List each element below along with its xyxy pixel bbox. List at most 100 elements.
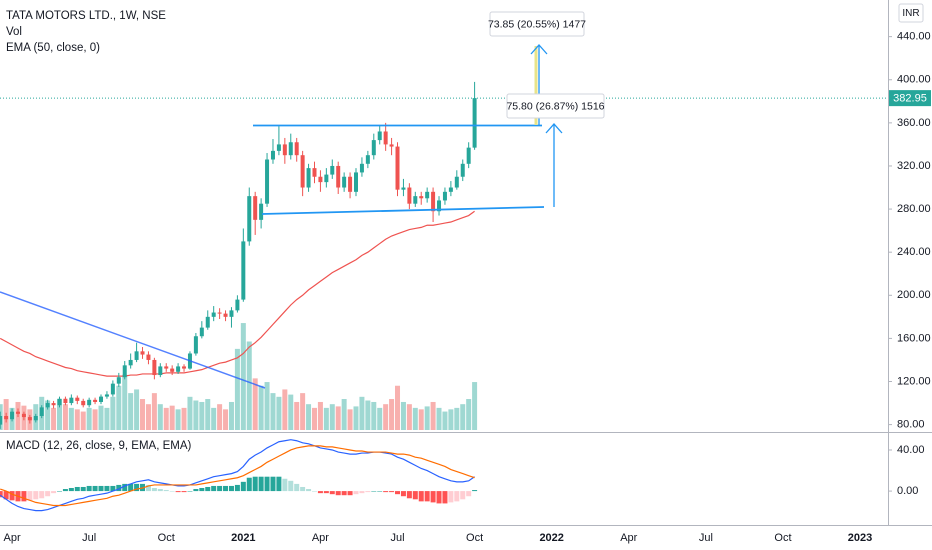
arrow-head-1 <box>530 44 548 55</box>
macd-histogram-bar <box>228 485 234 492</box>
macd-histogram-bar <box>347 491 353 496</box>
currency-label[interactable]: INR <box>902 8 919 19</box>
candle-body <box>389 144 394 147</box>
candle-body <box>395 146 400 190</box>
candle-body <box>205 316 210 328</box>
macd-histogram-bar <box>341 491 347 496</box>
volume-bar <box>163 407 169 430</box>
macd-histogram-bar <box>448 491 454 503</box>
candle-body <box>294 142 299 156</box>
macd-histogram-bar <box>282 478 288 492</box>
volume-bar <box>104 407 110 430</box>
candle-body <box>99 396 104 402</box>
candle-body <box>282 144 287 156</box>
volume-bar <box>240 323 246 430</box>
volume-bar <box>353 406 359 430</box>
volume-bar <box>395 385 401 430</box>
macd-line <box>0 439 475 512</box>
volume-bar <box>282 389 288 430</box>
x-tick-label: Jul <box>699 532 713 544</box>
macd-histogram-bar <box>234 484 240 492</box>
macd-histogram-bar <box>27 491 33 501</box>
candle-body <box>247 196 252 242</box>
macd-histogram-bar <box>300 486 306 492</box>
macd-histogram-bar <box>151 488 157 492</box>
candle-body <box>359 163 364 173</box>
macd-histogram-bar <box>68 488 74 492</box>
last-price-label: 382.95 <box>893 93 927 105</box>
candle-body <box>448 187 453 192</box>
candle-body <box>454 176 459 188</box>
candle-body <box>241 241 246 300</box>
macd-histogram-bar <box>258 476 264 492</box>
volume-bar <box>145 404 151 430</box>
volume-bar <box>377 407 383 430</box>
volume-bar <box>74 409 80 430</box>
candle-body <box>10 411 15 420</box>
macd-histogram-bar <box>288 480 294 492</box>
volume-bar <box>371 401 377 430</box>
candle-body <box>199 327 204 337</box>
volume-bar <box>406 404 412 430</box>
candle-body <box>93 399 98 402</box>
macd-histogram-bar <box>365 491 371 493</box>
macd-histogram-bar <box>306 489 312 492</box>
volume-bar <box>181 407 187 430</box>
macd-histogram-bar <box>223 485 229 492</box>
volume-bar <box>140 399 146 430</box>
volume-bar <box>294 401 300 430</box>
volume-bar <box>169 405 175 430</box>
volume-bar <box>246 341 252 430</box>
volume-legend: Vol <box>6 26 22 38</box>
macd-histogram-bar <box>128 483 134 492</box>
volume-bar <box>92 409 98 430</box>
annotation-label: 73.85 (20.55%) 1477 <box>488 18 586 30</box>
macd-histogram-bar <box>371 491 377 492</box>
macd-histogram-bar <box>80 486 86 492</box>
candle-body <box>0 415 3 425</box>
candle-body <box>217 312 222 314</box>
candle-body <box>158 366 163 376</box>
volume-bar <box>329 404 335 430</box>
volume-bar <box>57 399 62 430</box>
volume-bar <box>193 400 199 430</box>
volume-bar <box>389 399 395 430</box>
candle-body <box>401 187 406 190</box>
macd-histogram-bar <box>98 485 104 492</box>
macd-histogram-bar <box>193 489 199 492</box>
volume-bar <box>317 401 323 430</box>
currency-box[interactable] <box>898 3 924 23</box>
x-tick-label: Oct <box>466 532 483 544</box>
macd-histogram-bar <box>436 491 442 504</box>
macd-histogram-bar <box>246 477 252 492</box>
x-tick-label: Apr <box>312 532 329 544</box>
volume-bar <box>270 393 276 430</box>
candle-body <box>371 140 376 156</box>
candle-body <box>342 176 347 188</box>
macd-histogram-bar <box>400 491 406 497</box>
macd-histogram-bar <box>9 491 15 501</box>
x-tick-label: Oct <box>774 532 791 544</box>
volume-bar <box>300 393 306 430</box>
candle-body <box>312 168 317 177</box>
macd-histogram-bar <box>21 491 27 502</box>
candle-body <box>324 174 329 183</box>
volume-bar <box>306 404 312 430</box>
y-tick-label: 320.00 <box>897 160 931 172</box>
macd-histogram-bar <box>3 491 9 500</box>
candle-body <box>140 351 145 355</box>
macd-histogram-bar <box>395 491 401 495</box>
candle-body <box>377 131 382 141</box>
candle-body <box>460 163 465 177</box>
macd-histogram-bar <box>104 485 110 492</box>
volume-bar <box>68 407 74 430</box>
macd-histogram-bar <box>169 491 175 492</box>
x-tick-label: Apr <box>3 532 20 544</box>
candle-body <box>81 400 86 406</box>
macd-histogram-bar <box>211 485 217 492</box>
chart-title: TATA MOTORS LTD., 1W, NSE <box>6 10 166 22</box>
macd-histogram-bar <box>122 483 128 492</box>
candle-body <box>425 191 430 199</box>
macd-histogram-bar <box>145 484 151 492</box>
y-tick-label: 160.00 <box>897 332 931 344</box>
